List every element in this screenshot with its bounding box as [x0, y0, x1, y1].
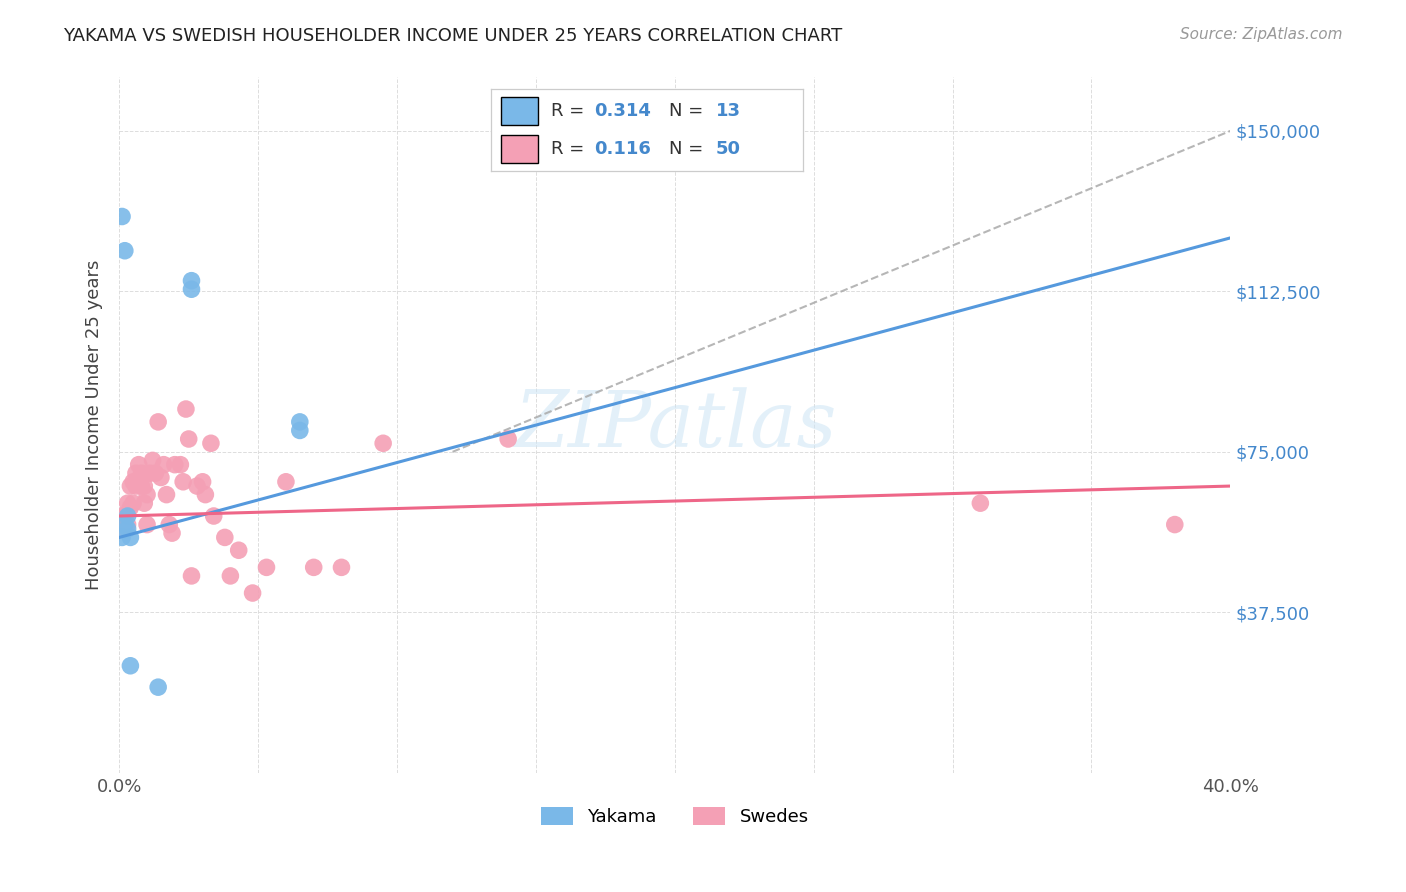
Point: [169, 458, 191, 472]
Point: [114, 508, 136, 523]
Point: [1164, 517, 1187, 532]
Legend: Yakama, Swedes: Yakama, Swedes: [533, 799, 817, 833]
Point: [180, 569, 202, 583]
Point: [373, 436, 395, 450]
Point: [194, 488, 217, 502]
Y-axis label: Householder Income Under 25 years: Householder Income Under 25 years: [86, 260, 103, 591]
Point: [117, 508, 139, 523]
Point: [302, 560, 325, 574]
Point: [172, 475, 194, 489]
Point: [219, 569, 242, 583]
Point: [125, 479, 148, 493]
Point: [146, 680, 169, 694]
Point: [131, 479, 153, 493]
Point: [146, 415, 169, 429]
Point: [160, 526, 183, 541]
Point: [242, 586, 264, 600]
Point: [111, 508, 134, 523]
Point: [149, 470, 172, 484]
Point: [330, 560, 353, 574]
Point: [186, 479, 208, 493]
Point: [288, 415, 311, 429]
Point: [969, 496, 991, 510]
Point: [163, 458, 186, 472]
Point: [117, 517, 139, 532]
Text: YAKAMA VS SWEDISH HOUSEHOLDER INCOME UNDER 25 YEARS CORRELATION CHART: YAKAMA VS SWEDISH HOUSEHOLDER INCOME UND…: [63, 27, 842, 45]
Point: [114, 244, 136, 258]
Point: [122, 496, 145, 510]
Point: [134, 479, 156, 493]
Point: [128, 458, 150, 472]
Point: [145, 467, 167, 481]
Point: [122, 475, 145, 489]
Point: [180, 282, 202, 296]
Point: [117, 496, 139, 510]
Point: [136, 488, 159, 502]
Point: [111, 210, 134, 224]
Point: [157, 517, 180, 532]
Point: [134, 496, 156, 510]
Point: [155, 488, 177, 502]
Point: [202, 508, 225, 523]
Point: [120, 500, 142, 515]
Point: [136, 517, 159, 532]
Point: [191, 475, 214, 489]
Point: [174, 402, 197, 417]
Point: [114, 517, 136, 532]
Point: [120, 658, 142, 673]
Point: [117, 522, 139, 536]
Point: [274, 475, 297, 489]
Point: [131, 467, 153, 481]
Point: [496, 432, 519, 446]
Point: [200, 436, 222, 450]
Point: [111, 522, 134, 536]
Text: Source: ZipAtlas.com: Source: ZipAtlas.com: [1180, 27, 1343, 42]
Point: [288, 424, 311, 438]
Point: [152, 458, 174, 472]
Text: ZIPatlas: ZIPatlas: [513, 387, 837, 463]
Point: [125, 467, 148, 481]
Point: [139, 467, 162, 481]
Point: [142, 453, 165, 467]
Point: [180, 274, 202, 288]
Point: [111, 530, 134, 544]
Point: [256, 560, 278, 574]
Point: [214, 530, 236, 544]
Point: [120, 479, 142, 493]
Point: [228, 543, 250, 558]
Point: [120, 530, 142, 544]
Point: [177, 432, 200, 446]
